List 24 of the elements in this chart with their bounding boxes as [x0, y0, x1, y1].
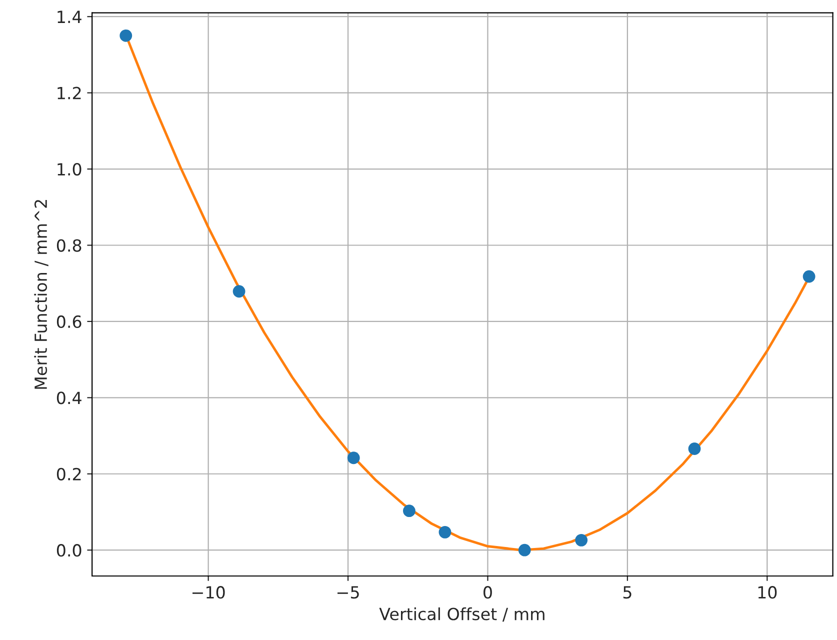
point [120, 29, 132, 42]
y-tick-label: 0.2 [56, 468, 81, 480]
y-tick-label: 0.8 [56, 239, 82, 252]
point [688, 442, 701, 455]
y-tick-label: 0.6 [56, 315, 82, 328]
y-tick-label: 0.4 [56, 392, 82, 404]
x-tick-label: 5 [623, 586, 632, 599]
point [347, 452, 360, 464]
x-tick-label: 0 [484, 586, 492, 599]
y-tick-label: 1.0 [58, 162, 82, 176]
x-tick-label: −5 [338, 586, 359, 599]
y-axis-title: Merit Function / mm^2 [34, 200, 48, 389]
point [232, 285, 246, 298]
y-tick-label: 1.4 [58, 10, 82, 23]
y-tick-label: 1.2 [58, 86, 81, 100]
y-tick-label: 0.0 [56, 544, 82, 557]
point [575, 534, 588, 546]
point [403, 504, 416, 518]
point [518, 544, 531, 556]
point [802, 270, 816, 283]
x-tick-label: 10 [758, 586, 777, 599]
x-axis-title: Vertical Offset / mm [379, 607, 544, 622]
point [438, 526, 452, 538]
x-tick-label: −10 [192, 586, 225, 599]
